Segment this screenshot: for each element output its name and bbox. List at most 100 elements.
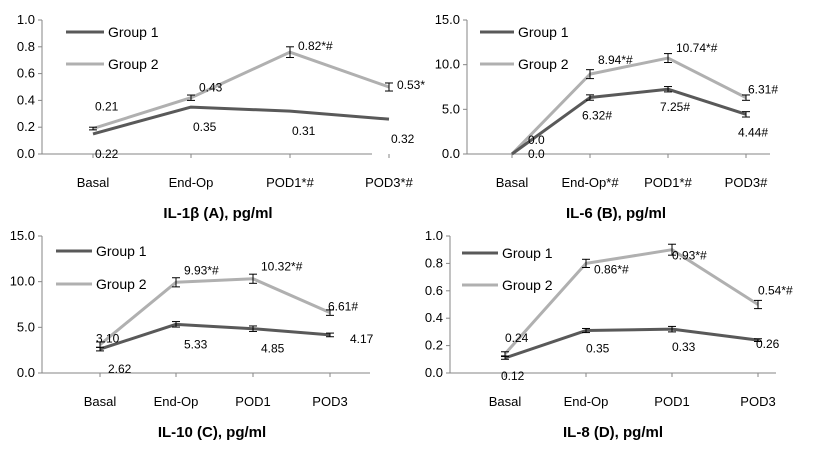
series-line-1 [504,327,759,360]
data-label: 0.53* [397,78,425,92]
data-label: 0.82*# [298,39,333,53]
y-tick-label: 0.2 [425,338,443,353]
x-tick-label: End-Op*# [561,175,619,190]
data-label: 0.22 [95,147,119,161]
series-line-1 [511,87,747,156]
data-label: 0.93*# [672,249,707,263]
data-label: 2.62 [108,362,132,376]
legend-label: Group 1 [502,245,553,261]
data-label: 0.33 [672,340,696,354]
error-bar [385,82,393,92]
data-label: 4.44# [738,125,768,139]
error-bar [326,309,334,316]
y-tick-label: 0.0 [442,146,460,161]
data-label: 7.25# [660,100,690,114]
data-label: 8.94*# [598,53,633,67]
legend-label: Group 1 [518,24,569,40]
x-tick-label: End-Op [564,394,609,409]
x-tick-label: Basal [489,394,522,409]
legend-label: Group 2 [502,277,553,293]
x-tick-label: Basal [77,175,110,190]
x-tick-label: End-Op [169,175,214,190]
chart-panel-3: 0.0 5.0 10.0 15.0 Basal End-Op POD1 POD3 2.62 5.3… [10,228,374,441]
error-bar [187,94,195,101]
data-label: 0.24 [505,331,529,345]
y-tick-label: 15.0 [435,12,460,27]
error-bar [326,332,334,338]
x-tick-label: POD1 [654,394,689,409]
error-bar [668,243,676,256]
y-tick-label: 0.2 [17,119,35,134]
series-line-2 [92,50,390,130]
data-label: 10.74*# [676,41,718,55]
error-bar [668,325,676,333]
series-line-1 [92,105,390,136]
y-tick-label: 5.0 [17,319,35,334]
x-tick-label: POD1 [235,394,270,409]
y-tick-label: 10.0 [435,57,460,72]
y-tick-label: 0.0 [17,146,35,161]
x-tick-label: POD3 [740,394,775,409]
data-label: 0.43 [199,81,223,95]
data-label: 0.31 [292,124,316,138]
error-bar [754,338,762,342]
data-label: 9.93*# [184,263,219,277]
legend-entry-1: Group 1 [66,24,159,40]
chart-title: IL-8 (D), pg/ml [563,424,663,441]
error-bar [582,258,590,269]
error-bar [286,46,294,59]
x-tick-label: POD3*# [365,175,413,190]
error-bar [742,94,750,101]
error-bar [501,356,509,360]
y-tick-label: 0.8 [425,255,443,270]
legend-entry-1: Group 1 [462,245,553,261]
y-tick-label: 5.0 [442,101,460,116]
error-bar [582,327,590,334]
series-line-2 [503,248,759,355]
y-tick-label: 0.8 [17,39,35,54]
error-bar [96,346,104,352]
y-tick-label: 1.0 [17,12,35,27]
chart-panel-1: 0.0 0.2 0.4 0.6 0.8 1.0 Basal End-Op POD1*# POD3*… [17,12,425,222]
y-tick-label: 0.4 [425,310,443,325]
data-label: 0.35 [586,342,610,356]
legend-label: Group 2 [96,276,147,292]
chart-title: IL-6 (B), pg/ml [566,205,666,222]
series-line-2 [510,56,747,156]
data-label: 0.26 [756,337,780,351]
x-tick-label: Basal [84,394,117,409]
data-label: 3.10 [96,332,120,346]
chart-panel-2: 0.0 5.0 10.0 15.0 Basal End-Op*# POD1*# POD3# 0.… [435,12,779,222]
data-label: 4.17 [350,332,374,346]
y-tick-label: 0.0 [17,365,35,380]
x-tick-label: POD3 [312,394,347,409]
x-tick-label: POD1*# [644,175,692,190]
legend-entry-2: Group 2 [56,276,147,292]
legend-entry-2: Group 2 [66,56,159,72]
error-bar [586,94,594,101]
legend-entry-2: Group 2 [480,56,569,72]
legend-label: Group 1 [96,243,147,259]
error-bar [664,86,672,93]
error-bar [586,69,594,80]
legend-entry-1: Group 1 [56,243,147,259]
x-tick-label: POD3# [725,175,768,190]
data-label: 0.35 [193,120,217,134]
data-label: 6.32# [582,109,612,123]
y-tick-label: 0.6 [17,66,35,81]
y-tick-label: 0.6 [425,283,443,298]
x-tick-label: Basal [496,175,529,190]
data-label: 0.54*# [758,284,793,298]
data-label: 0.12 [501,369,525,383]
legend-label: Group 2 [518,56,569,72]
x-tick-label: End-Op [154,394,199,409]
y-tick-label: 0.0 [425,365,443,380]
error-bar [172,321,180,328]
data-label: 5.33 [184,337,208,351]
legend-entry-2: Group 2 [462,277,553,293]
error-bar [754,299,762,310]
x-tick-label: POD1*# [266,175,314,190]
chart-title: IL-1β (A), pg/ml [163,205,272,222]
data-label: 0.0 [528,133,545,147]
data-label: 4.85 [261,342,285,356]
